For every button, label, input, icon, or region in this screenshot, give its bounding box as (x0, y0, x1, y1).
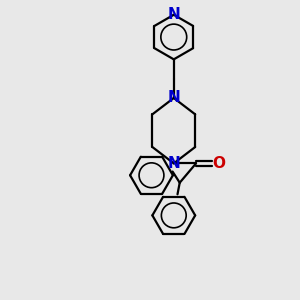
Text: N: N (167, 7, 180, 22)
Text: N: N (167, 91, 180, 106)
Text: O: O (212, 156, 226, 171)
Text: N: N (167, 156, 180, 171)
